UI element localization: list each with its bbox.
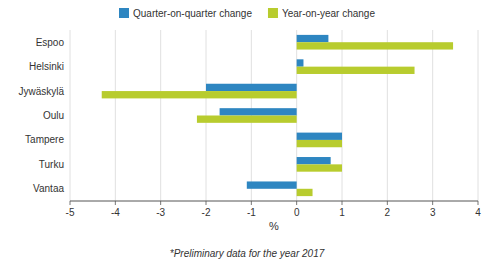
- tick-mark: [432, 201, 433, 205]
- tick-label: -2: [202, 207, 211, 218]
- x-axis-label: %: [269, 220, 279, 232]
- y-axis: Espoo Helsinki Jywäskylä Oulu Tampere Turku Va…: [18, 37, 64, 195]
- legend-swatch: [119, 8, 129, 18]
- bar: [297, 35, 329, 42]
- grid-line: [342, 30, 343, 201]
- grid: [70, 30, 478, 201]
- grid-line: [160, 30, 161, 201]
- legend-label: Year-on-year change: [282, 8, 375, 19]
- legend-item: Quarter-on-quarter change: [119, 8, 252, 19]
- tick-mark: [387, 201, 388, 205]
- bar: [297, 67, 415, 74]
- tick-label: 3: [430, 207, 436, 218]
- tick-mark: [160, 201, 161, 205]
- footnote: *Preliminary data for the year 2017: [170, 248, 325, 259]
- tick-label: 1: [339, 207, 345, 218]
- legend-label: Quarter-on-quarter change: [133, 8, 252, 19]
- bar: [247, 181, 297, 188]
- axis-line: [70, 201, 478, 202]
- grid-line: [432, 30, 433, 201]
- category-label: Vantaa: [33, 183, 64, 194]
- category-label: Tampere: [25, 134, 64, 145]
- tick-mark: [206, 201, 207, 205]
- tick-label: -3: [156, 207, 165, 218]
- category-label: Jywäskylä: [18, 86, 64, 97]
- tick-label: 2: [385, 207, 391, 218]
- tick-label: 4: [475, 207, 481, 218]
- bar: [297, 157, 331, 164]
- chart-container: -5 -4 -3 -2 -1 0 1 2 3 4 Espoo Helsinki Jywäskylä Oul…: [0, 0, 494, 265]
- tick-label: -4: [111, 207, 120, 218]
- tick-mark: [251, 201, 252, 205]
- chart: -5 -4 -3 -2 -1 0 1 2 3 4 Espoo Helsinki Jywäskylä Oul…: [0, 0, 494, 265]
- category-label: Espoo: [36, 37, 65, 48]
- bar: [197, 116, 297, 123]
- bar: [220, 108, 297, 115]
- category-label: Turku: [39, 159, 64, 170]
- legend: Quarter-on-quarter change Year-on-year ch…: [119, 8, 375, 19]
- tick-mark: [70, 201, 71, 205]
- bar: [297, 164, 342, 171]
- tick-label: -5: [66, 207, 75, 218]
- category-label: Oulu: [43, 110, 64, 121]
- bar: [297, 42, 453, 49]
- bar: [297, 59, 304, 66]
- tick-mark: [478, 201, 479, 205]
- bar: [297, 133, 342, 140]
- tick-mark: [296, 201, 297, 205]
- bar: [206, 84, 297, 91]
- legend-swatch: [268, 8, 278, 18]
- legend-item: Year-on-year change: [268, 8, 375, 19]
- grid-line: [70, 30, 71, 201]
- grid-line: [387, 30, 388, 201]
- tick-label: 0: [294, 207, 300, 218]
- x-axis: -5 -4 -3 -2 -1 0 1 2 3 4: [66, 201, 482, 218]
- bar: [297, 140, 342, 147]
- category-label: Helsinki: [29, 61, 64, 72]
- grid-line: [115, 30, 116, 201]
- tick-label: -1: [247, 207, 256, 218]
- bars: [102, 35, 453, 196]
- tick-mark: [115, 201, 116, 205]
- tick-mark: [342, 201, 343, 205]
- grid-line: [478, 30, 479, 201]
- bar: [102, 91, 297, 98]
- bar: [297, 189, 313, 196]
